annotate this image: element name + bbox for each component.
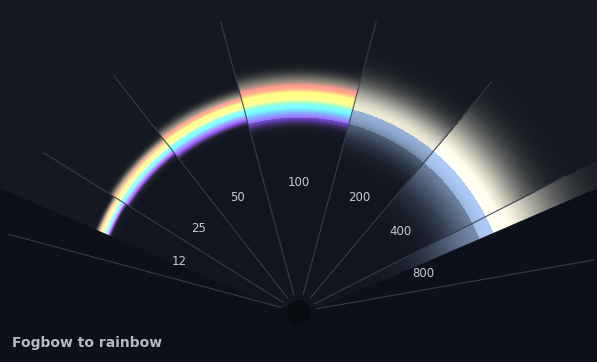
- Circle shape: [287, 300, 310, 324]
- Polygon shape: [298, 188, 597, 362]
- Text: 200: 200: [349, 191, 371, 204]
- Bar: [0, 307, 597, 362]
- Text: 50: 50: [230, 191, 245, 204]
- Text: 100: 100: [287, 176, 310, 189]
- Text: 800: 800: [412, 268, 434, 281]
- Text: 25: 25: [192, 222, 207, 235]
- Text: 12: 12: [171, 255, 186, 268]
- Polygon shape: [0, 188, 298, 362]
- Text: 400: 400: [390, 226, 412, 239]
- Text: Fogbow to rainbow: Fogbow to rainbow: [12, 336, 162, 350]
